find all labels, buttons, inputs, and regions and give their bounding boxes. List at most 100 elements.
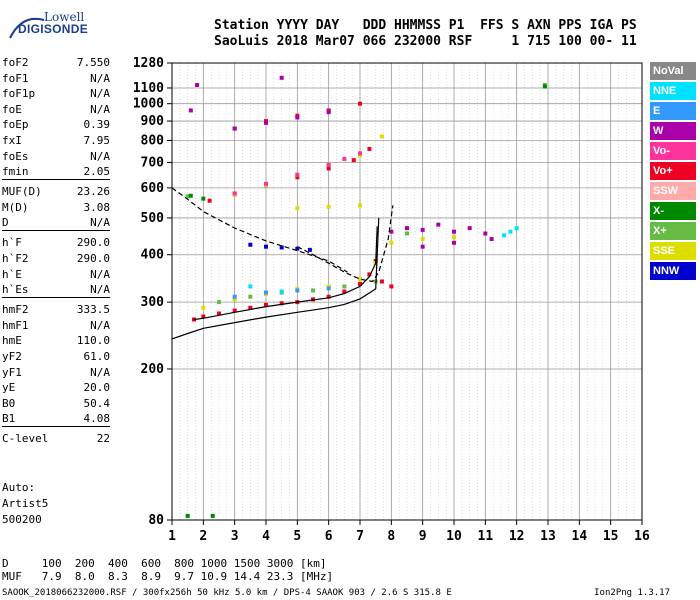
- echo-point-sse: [358, 153, 362, 158]
- echo-point-sse: [326, 204, 331, 209]
- param-label: D: [2, 216, 9, 230]
- echo-point-e: [326, 286, 331, 291]
- x-tick-label: 12: [509, 529, 525, 544]
- echo-point-sse: [295, 206, 300, 211]
- echo-point-x: [248, 294, 253, 299]
- echo-point-e: [264, 290, 268, 295]
- param-label: h`E: [2, 267, 22, 281]
- param-label: h`F2: [2, 251, 29, 265]
- param-value: 23.26: [76, 185, 110, 199]
- echo-point-w: [452, 229, 456, 234]
- echo-point-nnw: [295, 246, 300, 251]
- echo-point-x: [185, 513, 190, 518]
- echo-point-sse: [201, 305, 206, 310]
- echo-point-nne: [514, 226, 519, 231]
- echo-point-w: [232, 126, 237, 131]
- station-header-line1: Station YYYY DAY DDD HHMMSS P1 FFS S AXN…: [214, 18, 637, 33]
- echo-point-nnw: [307, 247, 312, 252]
- y-tick-label: 300: [141, 295, 165, 310]
- param-label: fmin: [2, 165, 29, 179]
- footer-file-info: SAOOK_2018066232000.RSF / 300fx256h 50 k…: [2, 588, 452, 598]
- param-row: MUF(D) 23.26: [2, 184, 110, 200]
- param-label: yF1: [2, 365, 22, 379]
- param-label: h`Es: [2, 283, 29, 297]
- param-row: fmin 2.05: [2, 164, 111, 181]
- muf-distance-row: D 100 200 400 600 800 1000 1500 3000 [km…: [2, 557, 327, 570]
- echo-point-sse: [420, 237, 425, 242]
- echo-point-x: [210, 513, 215, 518]
- echo-point-w: [264, 120, 268, 125]
- param-value: 4.08: [83, 412, 111, 426]
- echo-point-w: [389, 229, 394, 234]
- echo-point-vo: [342, 156, 347, 161]
- param-label: foE: [2, 102, 22, 116]
- x-tick-label: 15: [603, 529, 619, 544]
- dashed-muf-curve: [171, 187, 348, 273]
- logo-swoosh-icon: [9, 17, 45, 39]
- x-tick-label: 8: [387, 529, 395, 544]
- echo-point-e: [295, 288, 300, 293]
- echo-point-w: [483, 231, 488, 236]
- legend-item: NNE: [650, 82, 696, 100]
- param-value: 333.5: [76, 303, 110, 317]
- param-label: yF2: [2, 349, 22, 363]
- x-tick-label: 4: [262, 529, 270, 544]
- echo-point-vo: [248, 305, 253, 310]
- param-label: B0: [2, 396, 16, 410]
- muf-value-row: MUF 7.9 8.0 8.3 8.9 9.7 10.9 14.4 23.3 […: [2, 570, 334, 583]
- x-tick-label: 7: [356, 529, 364, 544]
- echo-point-sse: [358, 277, 362, 282]
- y-tick-label: 1000: [133, 97, 164, 112]
- legend-item: Vo-: [650, 142, 696, 160]
- echo-point-w: [195, 83, 200, 88]
- auto-code: 500200: [2, 513, 42, 526]
- param-row: foEs N/A: [2, 149, 110, 165]
- param-value: N/A: [90, 216, 110, 230]
- param-label: hmE: [2, 334, 22, 348]
- param-row: B0 50.4: [2, 396, 110, 412]
- echo-point-vo: [217, 311, 221, 316]
- echo-point-vo: [379, 279, 384, 284]
- legend-item: E: [650, 102, 696, 120]
- echo-point-vo: [232, 191, 237, 196]
- echo-point-w: [295, 115, 300, 120]
- param-label: hmF1: [2, 318, 29, 332]
- param-value: 61.0: [83, 349, 111, 363]
- param-row: foF1p N/A: [2, 86, 110, 102]
- param-label: h`F: [2, 236, 22, 250]
- auto-label: Auto:: [2, 481, 36, 494]
- auto-program: Artist5: [2, 497, 49, 510]
- logo-line2: DIGISONDE: [18, 22, 89, 36]
- param-row: h`F2 290.0: [2, 251, 110, 267]
- x-tick-label: 3: [231, 529, 239, 544]
- param-row: h`F 290.0: [2, 235, 110, 251]
- legend-item: X-: [650, 202, 696, 220]
- echo-point-vo: [389, 284, 394, 289]
- param-value: 290.0: [76, 236, 110, 250]
- autoscaled-trace: [193, 226, 378, 321]
- param-row: M(D) 3.08: [2, 200, 110, 216]
- param-row: hmE 110.0: [2, 333, 110, 349]
- param-value: N/A: [90, 283, 110, 297]
- param-value: 2.05: [83, 165, 111, 179]
- param-value: 3.08: [83, 200, 111, 214]
- echo-point-vo: [264, 181, 268, 186]
- param-label: foF1: [2, 71, 29, 85]
- y-tick-label: 80: [148, 513, 164, 528]
- param-label: foEp: [2, 118, 29, 132]
- param-value: N/A: [90, 365, 110, 379]
- polarization-legend: NoVal NNE E W Vo- Vo+ SSW X- X+ SSE NNW: [650, 62, 696, 282]
- legend-item: W: [650, 122, 696, 140]
- echo-point-x: [217, 300, 221, 305]
- param-row: yE 20.0: [2, 380, 110, 396]
- param-value: 20.0: [83, 381, 111, 395]
- echo-point-nne: [502, 233, 507, 238]
- echo-point-vo: [326, 166, 331, 171]
- param-value: N/A: [90, 149, 110, 163]
- digisonde-logo: Lowell DIGISONDE: [4, 10, 88, 46]
- echo-point-nne: [279, 289, 284, 294]
- y-tick-label: 1100: [133, 81, 164, 96]
- param-value: 0.39: [83, 118, 111, 132]
- echo-point-x: [185, 194, 190, 199]
- param-label: foF2: [2, 56, 29, 69]
